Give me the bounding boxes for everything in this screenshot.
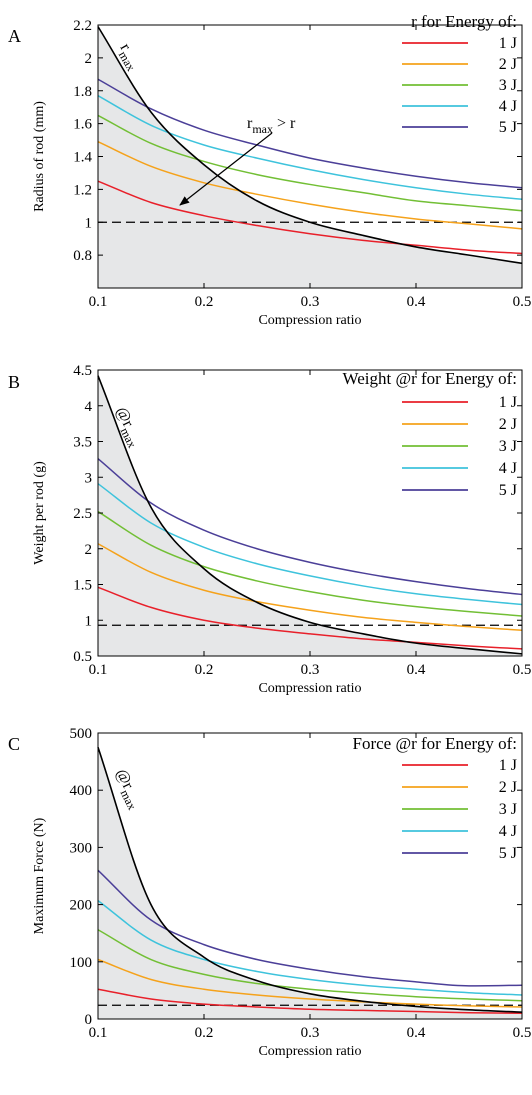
panel-b-xlabel: Compression ratio xyxy=(258,681,361,696)
panel-a-legend-entry: 4 J xyxy=(499,98,517,115)
panel-c-ytick-label: 0 xyxy=(85,1012,93,1028)
panel-b-ylabel: Weight per rod (g) xyxy=(32,461,47,565)
panel-b-xtick-label: 0.3 xyxy=(301,662,320,678)
panel-b-xtick-label: 0.4 xyxy=(407,662,426,678)
panel-a-legend-entry: 3 J xyxy=(499,77,517,94)
panel-b-xtick-label: 0.1 xyxy=(89,662,108,678)
panel-b-ytick-label: 4.5 xyxy=(73,363,92,379)
panel-a-xtick-label: 0.1 xyxy=(89,294,108,310)
panel-c-series-3j-line xyxy=(97,929,523,1002)
panel-c-series-5j-line xyxy=(97,869,523,987)
panel-b-feasible-region xyxy=(98,375,522,656)
panel-b-legend-entry: 4 J xyxy=(499,460,517,477)
panel-a-ytick-label: 2.2 xyxy=(73,18,92,34)
panel-a-xtick-label: 0.4 xyxy=(407,294,426,310)
panel-c-ytick-label: 100 xyxy=(70,955,93,971)
panel-b-ytick-label: 2 xyxy=(85,542,93,558)
panel-c-label: C xyxy=(8,734,20,754)
panel-c-ytick-label: 400 xyxy=(70,783,93,799)
panel-b-series-3j-line xyxy=(97,510,523,617)
panel-b-series-1j-line xyxy=(97,586,523,650)
panel-b-legend-entry: 5 J xyxy=(499,482,517,499)
panel-a-annotation-arrow xyxy=(179,132,273,206)
panel-c-xtick-label: 0.2 xyxy=(195,1025,214,1041)
panel-a-ytick-label: 1 xyxy=(85,215,93,231)
panel-c-xtick-label: 0.1 xyxy=(89,1025,108,1041)
panel-c-series-1j-line xyxy=(97,988,523,1015)
panel-a-series-3j-line xyxy=(97,114,523,212)
panel-a-label: A xyxy=(8,26,21,46)
panel-a-ylabel: Radius of rod (mm) xyxy=(32,101,47,212)
panel-b-series-5j-line xyxy=(97,458,523,596)
panel-c-xtick-label: 0.5 xyxy=(513,1025,532,1041)
panel-b-rmax-line xyxy=(97,375,523,655)
panel-c-xtick-label: 0.4 xyxy=(407,1025,426,1041)
panel-a-ytick-label: 1.4 xyxy=(73,150,92,166)
panel-b-ytick-label: 3 xyxy=(85,470,93,486)
panel-c-feasible-region xyxy=(98,747,522,1019)
panel-c-legend-entry: 1 J xyxy=(499,757,517,774)
panel-c-series-4j-line xyxy=(97,899,523,996)
panel-b-ytick-label: 2.5 xyxy=(73,506,92,522)
panel-a-series-1j-line xyxy=(97,180,523,255)
panel-b-label: B xyxy=(8,372,20,392)
panel-a-legend-entry: 1 J xyxy=(499,35,517,52)
panel-a-ytick-label: 1.8 xyxy=(73,84,92,100)
panel-b-xtick-label: 0.5 xyxy=(513,662,532,678)
panel-b-series-2j-line xyxy=(97,543,523,632)
panel-b-series-4j-line xyxy=(97,483,523,606)
panel-a-ytick-label: 2 xyxy=(85,51,93,67)
panel-a-series-2j-line xyxy=(97,141,523,230)
panel-c-xtick-label: 0.3 xyxy=(301,1025,320,1041)
panel-a-xlabel: Compression ratio xyxy=(258,313,361,328)
panel-a-annotation: rmax > r xyxy=(247,115,296,136)
panel-c-ylabel: Maximum Force (N) xyxy=(32,817,47,934)
panel-c-series-2j-line xyxy=(97,958,523,1008)
panel-c-rmax-line xyxy=(97,747,523,1013)
panel-a-legend-entry: 5 J xyxy=(499,119,517,136)
panel-c-xlabel: Compression ratio xyxy=(258,1044,361,1059)
panel-a-ytick-label: 0.8 xyxy=(73,248,92,264)
panel-c-legend-entry: 5 J xyxy=(499,845,517,862)
panel-a-series-4j-line xyxy=(97,95,523,200)
panel-a-xtick-label: 0.5 xyxy=(513,294,532,310)
panel-b-ytick-label: 1.5 xyxy=(73,578,92,594)
panel-b-ytick-label: 1 xyxy=(85,613,93,629)
panel-a-xtick-label: 0.3 xyxy=(301,294,320,310)
panel-b-legend-entry: 2 J xyxy=(499,416,517,433)
panel-c-legend-entry: 4 J xyxy=(499,823,517,840)
panel-b-legend-entry: 1 J xyxy=(499,394,517,411)
panel-b-legend-entry: 3 J xyxy=(499,438,517,455)
panel-c-ytick-label: 200 xyxy=(70,898,93,914)
panel-c-legend-entry: 2 J xyxy=(499,779,517,796)
panel-a-legend-title: r for Energy of: xyxy=(411,12,517,31)
panel-a-xtick-label: 0.2 xyxy=(195,294,214,310)
panel-b-ytick-label: 3.5 xyxy=(73,435,92,451)
panel-a-rmax-line xyxy=(97,26,523,265)
panel-c-legend-entry: 3 J xyxy=(499,801,517,818)
panel-b-ytick-label: 4 xyxy=(85,399,93,415)
panel-b-legend-title: Weight @r for Energy of: xyxy=(343,369,517,388)
panel-b-xtick-label: 0.2 xyxy=(195,662,214,678)
panel-b-ytick-label: 0.5 xyxy=(73,649,92,665)
panel-a-ytick-label: 1.6 xyxy=(73,117,92,133)
panel-a-legend-entry: 2 J xyxy=(499,56,517,73)
panel-a-ytick-label: 1.2 xyxy=(73,182,92,198)
panel-c-ytick-label: 300 xyxy=(70,840,93,856)
panel-a-series-5j-line xyxy=(97,78,523,189)
panel-c-legend-title: Force @r for Energy of: xyxy=(352,734,517,753)
panel-c-ytick-label: 500 xyxy=(70,726,93,742)
